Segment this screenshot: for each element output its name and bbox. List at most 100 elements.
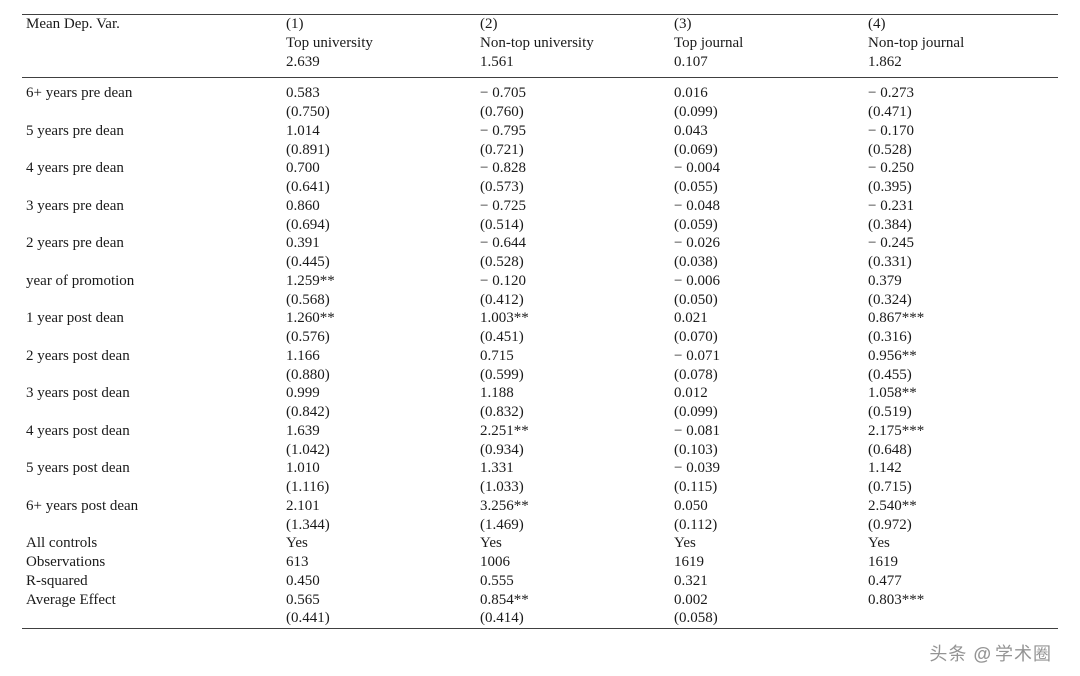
stderr-c2: (1.469) — [476, 516, 670, 535]
row-label-empty — [22, 609, 282, 628]
stderr-c2: (0.760) — [476, 103, 670, 122]
table-row: 3 years pre dean0.860− 0.725− 0.048− 0.2… — [22, 197, 1058, 216]
estimate-c3: 0.050 — [670, 497, 864, 516]
estimate-c2: 0.715 — [476, 347, 670, 366]
estimate-c4: − 0.250 — [864, 159, 1058, 178]
stderr-c3: (0.070) — [670, 328, 864, 347]
stderr-c3: (0.103) — [670, 441, 864, 460]
stderr-c4: (0.715) — [864, 478, 1058, 497]
row-label-empty — [22, 366, 282, 385]
estimate-c3: − 0.048 — [670, 197, 864, 216]
value-c1: Yes — [282, 534, 476, 553]
estimate-c2: 3.256** — [476, 497, 670, 516]
estimate-c2: 1.331 — [476, 459, 670, 478]
stderr-c4: (0.331) — [864, 253, 1058, 272]
row-label-empty — [22, 216, 282, 235]
estimate-c4: 0.379 — [864, 272, 1058, 291]
row-label-empty — [22, 291, 282, 310]
stderr-c3: (0.058) — [670, 609, 864, 628]
stderr-c1: (0.445) — [282, 253, 476, 272]
stderr-c4 — [864, 609, 1058, 628]
col-num-4: (4) — [864, 15, 1058, 34]
stderr-c1: (1.116) — [282, 478, 476, 497]
estimate-c3: 0.016 — [670, 78, 864, 103]
row-label: 4 years pre dean — [22, 159, 282, 178]
estimate-c1: 1.014 — [282, 122, 476, 141]
row-label-empty — [22, 103, 282, 122]
estimate-c3: 0.043 — [670, 122, 864, 141]
table-row: 4 years pre dean0.700− 0.828− 0.004− 0.2… — [22, 159, 1058, 178]
table-row: 4 years post dean1.6392.251**− 0.0812.17… — [22, 422, 1058, 441]
col-mean-2: 1.561 — [476, 53, 670, 78]
stderr-c4: (0.316) — [864, 328, 1058, 347]
stderr-c1: (0.694) — [282, 216, 476, 235]
table-row-se: (0.441)(0.414)(0.058) — [22, 609, 1058, 628]
col-name-1: Top university — [282, 34, 476, 53]
watermark-prefix: 头条 — [929, 644, 967, 664]
estimate-c1: 0.860 — [282, 197, 476, 216]
estimate-c4: 0.956** — [864, 347, 1058, 366]
stderr-c1: (0.891) — [282, 141, 476, 160]
stderr-c1: (0.576) — [282, 328, 476, 347]
estimate-c1: 0.391 — [282, 234, 476, 253]
stderr-c4: (0.528) — [864, 141, 1058, 160]
row-label: 6+ years pre dean — [22, 78, 282, 103]
table-row: 1 year post dean1.260**1.003**0.0210.867… — [22, 309, 1058, 328]
col-num-2: (2) — [476, 15, 670, 34]
stderr-c2: (0.414) — [476, 609, 670, 628]
stderr-c2: (0.832) — [476, 403, 670, 422]
col-mean-3: 0.107 — [670, 53, 864, 78]
stderr-c2: (0.528) — [476, 253, 670, 272]
estimate-c3: − 0.081 — [670, 422, 864, 441]
watermark: 头条 @学术圈 — [929, 640, 1052, 666]
stderr-c3: (0.099) — [670, 103, 864, 122]
value-c3: Yes — [670, 534, 864, 553]
col-name-2: Non-top university — [476, 34, 670, 53]
row-label: 3 years pre dean — [22, 197, 282, 216]
value-c4: Yes — [864, 534, 1058, 553]
row-label: 4 years post dean — [22, 422, 282, 441]
regression-table: Mean Dep. Var. (1) (2) (3) (4) Top unive… — [22, 14, 1058, 629]
stderr-c4: (0.648) — [864, 441, 1058, 460]
stderr-c4: (0.972) — [864, 516, 1058, 535]
table-row: 6+ years post dean2.1013.256**0.0502.540… — [22, 497, 1058, 516]
estimate-c2: − 0.705 — [476, 78, 670, 103]
stderr-c3: (0.112) — [670, 516, 864, 535]
estimate-c4: 0.867*** — [864, 309, 1058, 328]
row-label: 5 years post dean — [22, 459, 282, 478]
stderr-c3: (0.069) — [670, 141, 864, 160]
estimate-c4: 2.540** — [864, 497, 1058, 516]
estimate-c3: − 0.039 — [670, 459, 864, 478]
estimate-c2: − 0.828 — [476, 159, 670, 178]
estimate-c4: − 0.245 — [864, 234, 1058, 253]
col-mean-1: 2.639 — [282, 53, 476, 78]
table-row-se: (0.842)(0.832)(0.099)(0.519) — [22, 403, 1058, 422]
estimate-c1: 1.166 — [282, 347, 476, 366]
value-c2: Yes — [476, 534, 670, 553]
table-row: 5 years pre dean1.014− 0.7950.043− 0.170 — [22, 122, 1058, 141]
row-label: All controls — [22, 534, 282, 553]
stderr-c1: (0.641) — [282, 178, 476, 197]
table-row-se: (0.568)(0.412)(0.050)(0.324) — [22, 291, 1058, 310]
estimate-c1: 1.639 — [282, 422, 476, 441]
table-row-se: (1.344)(1.469)(0.112)(0.972) — [22, 516, 1058, 535]
stderr-c2: (0.451) — [476, 328, 670, 347]
table-row-se: (1.116)(1.033)(0.115)(0.715) — [22, 478, 1058, 497]
header-row-label: Mean Dep. Var. — [22, 15, 282, 34]
row-label: R-squared — [22, 572, 282, 591]
stderr-c1: (0.750) — [282, 103, 476, 122]
stderr-c1: (1.042) — [282, 441, 476, 460]
row-label: Average Effect — [22, 591, 282, 610]
table-row: Observations613100616191619 — [22, 553, 1058, 572]
table-row-se: (0.576)(0.451)(0.070)(0.316) — [22, 328, 1058, 347]
table-row: 2 years pre dean0.391− 0.644− 0.026− 0.2… — [22, 234, 1058, 253]
regression-table-page: Mean Dep. Var. (1) (2) (3) (4) Top unive… — [0, 0, 1080, 676]
stderr-c4: (0.395) — [864, 178, 1058, 197]
row-label: 1 year post dean — [22, 309, 282, 328]
estimate-c3: − 0.071 — [670, 347, 864, 366]
stderr-c1: (1.344) — [282, 516, 476, 535]
estimate-c3: − 0.006 — [670, 272, 864, 291]
estimate-c4: 1.142 — [864, 459, 1058, 478]
stderr-c1: (0.441) — [282, 609, 476, 628]
table-body: 6+ years pre dean0.583− 0.7050.016− 0.27… — [22, 78, 1058, 629]
